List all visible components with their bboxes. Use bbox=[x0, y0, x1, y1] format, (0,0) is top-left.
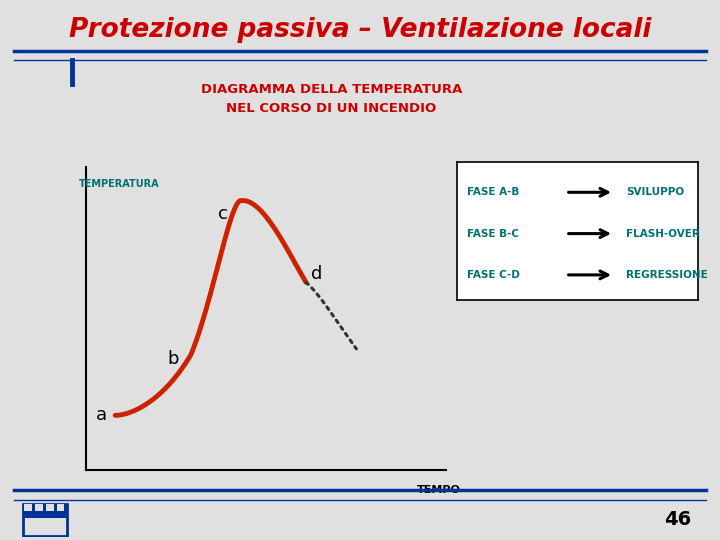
Text: d: d bbox=[311, 265, 323, 284]
Text: TEMPERATURA: TEMPERATURA bbox=[79, 179, 160, 190]
Text: FASE A-B: FASE A-B bbox=[467, 187, 519, 197]
Text: SVILUPPO: SVILUPPO bbox=[626, 187, 684, 197]
Bar bbox=[57, 504, 65, 511]
Bar bbox=[23, 504, 66, 518]
Text: FLASH-OVER: FLASH-OVER bbox=[626, 228, 700, 239]
Bar bbox=[24, 504, 32, 511]
Bar bbox=[23, 504, 66, 536]
Text: c: c bbox=[218, 205, 228, 223]
Text: REGRESSIONE: REGRESSIONE bbox=[626, 270, 708, 280]
Bar bbox=[46, 504, 53, 511]
Text: b: b bbox=[167, 350, 179, 368]
Text: a: a bbox=[95, 406, 107, 424]
Text: Protezione passiva – Ventilazione locali: Protezione passiva – Ventilazione locali bbox=[69, 17, 651, 43]
Bar bbox=[35, 504, 43, 511]
Text: 46: 46 bbox=[664, 510, 691, 529]
Text: NEL CORSO DI UN INCENDIO: NEL CORSO DI UN INCENDIO bbox=[226, 102, 436, 114]
Text: FASE C-D: FASE C-D bbox=[467, 270, 520, 280]
Text: TEMPO: TEMPO bbox=[418, 485, 461, 495]
Text: FASE B-C: FASE B-C bbox=[467, 228, 519, 239]
Text: DIAGRAMMA DELLA TEMPERATURA: DIAGRAMMA DELLA TEMPERATURA bbox=[200, 83, 462, 96]
